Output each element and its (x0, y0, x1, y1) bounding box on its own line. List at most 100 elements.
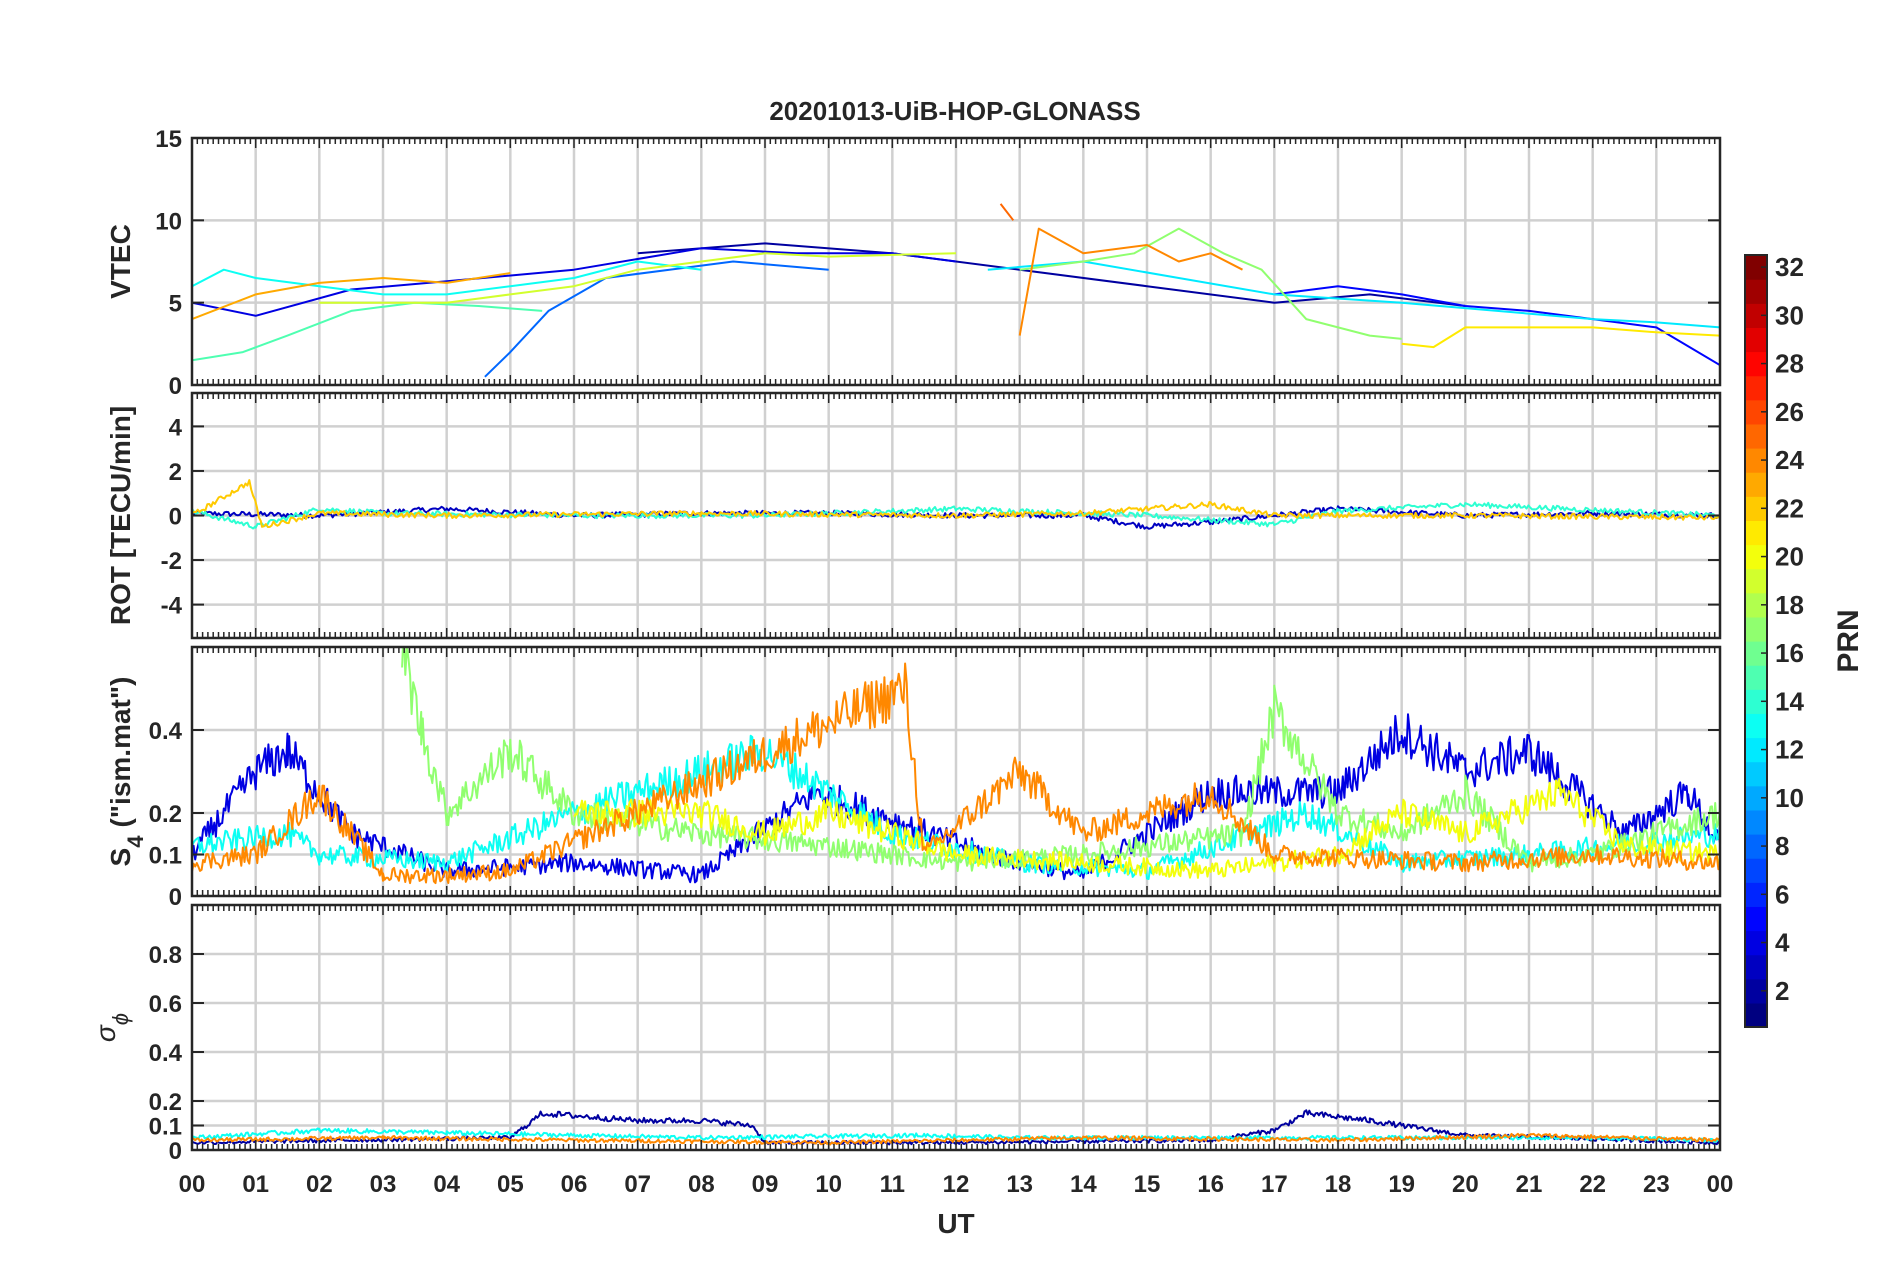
x-axis: 00 01 02 03 04 05 06 07 08 09 10 11 12 13 14 15 16 17 18 19… (179, 1171, 1734, 1198)
series-line-prn-14 (192, 501, 1720, 530)
colorbar-segment (1745, 592, 1767, 618)
y-axis-label: VTEC (105, 224, 136, 299)
x-tick-label: 23 (1643, 1171, 1670, 1198)
x-tick-label: 17 (1261, 1171, 1288, 1198)
x-tick-label: 03 (370, 1171, 397, 1198)
series-line-prn-4 (192, 247, 957, 317)
colorbar-segment (1745, 375, 1767, 401)
colorbar-segment (1745, 351, 1767, 377)
colorbar-tick-label: 28 (1775, 349, 1804, 379)
panel-vtec: 0 5 10 15 VTEC (105, 126, 1722, 400)
series-line-prn-19 (319, 252, 957, 304)
series-line-prn-23 (192, 272, 511, 321)
colorbar-tick-label: 20 (1775, 542, 1804, 572)
colorbar-segment (1745, 882, 1767, 907)
x-tick-label: 13 (1006, 1171, 1033, 1198)
x-tick-label: 16 (1197, 1171, 1224, 1198)
x-tick-label: 02 (306, 1171, 333, 1198)
y-tick-label: 2 (169, 459, 182, 486)
colorbar-tick-label: 10 (1775, 783, 1804, 813)
x-tick-label: 10 (815, 1171, 842, 1198)
colorbar-segment (1745, 978, 1767, 1004)
colorbar-segment (1745, 472, 1767, 497)
y-tick-label: 0.6 (149, 991, 182, 1018)
series-group (192, 479, 1720, 530)
colorbar-segment (1745, 737, 1767, 763)
y-tick-label: 4 (169, 414, 183, 441)
colorbar-tick-label: 26 (1775, 397, 1804, 427)
y-tick-label: 0.8 (149, 942, 182, 969)
colorbar-segment (1745, 568, 1767, 594)
colorbar-segment (1745, 641, 1767, 666)
x-tick-label: 11 (880, 1171, 905, 1198)
series-line-prn-22 (192, 479, 1720, 528)
y-tick-label: 0 (169, 373, 182, 400)
series-line-prn-24 (192, 1132, 1720, 1146)
colorbar-segment (1745, 544, 1767, 570)
series-line-prn-24 (1018, 227, 1243, 336)
y-tick-label: 0.4 (149, 1040, 183, 1067)
y-tick-label: 0.1 (149, 1114, 182, 1141)
series-line-prn-21 (1401, 326, 1720, 349)
series-group (192, 1109, 1720, 1146)
colorbar-segment (1745, 906, 1767, 932)
x-ticks (191, 905, 1721, 1150)
colorbar-tick-label: 16 (1775, 638, 1804, 668)
x-tick-label: 00 (1707, 1171, 1734, 1198)
x-tick-label: 19 (1388, 1171, 1415, 1198)
colorbar-segment (1745, 327, 1767, 353)
x-tick-label: 05 (497, 1171, 524, 1198)
x-tick-label: 20 (1452, 1171, 1479, 1198)
colorbar-frame (1744, 254, 1768, 1028)
colorbar-segment (1745, 496, 1767, 521)
series-line-prn-13 (192, 260, 702, 296)
x-ticks (191, 138, 1721, 385)
x-tick-label: 00 (179, 1171, 206, 1198)
y-tick-label: 0.2 (149, 1089, 182, 1116)
series-line-prn-17 (1019, 227, 1402, 340)
colorbar-label: PRN (1832, 609, 1865, 672)
colorbar-segment (1745, 1002, 1767, 1028)
y-tick-label: 0 (169, 504, 182, 531)
series-group (192, 203, 1720, 378)
colorbar-tick-label: 12 (1775, 735, 1804, 765)
grid (192, 905, 1720, 1150)
series-line-prn-2 (637, 242, 1466, 307)
panel-rot: -4 -2 0 2 4 ROT [TECU/min] (105, 391, 1722, 640)
colorbar-segment (1745, 399, 1767, 425)
colorbar-segment (1745, 785, 1767, 811)
y-axis-label: S4("ism.mat") (105, 677, 148, 867)
colorbar-segment (1745, 930, 1767, 956)
colorbar-segment (1745, 858, 1767, 883)
x-tick-label: 12 (943, 1171, 970, 1198)
series-line-prn-25 (999, 203, 1015, 221)
x-tick-label: 18 (1325, 1171, 1352, 1198)
x-tick-label: 08 (688, 1171, 715, 1198)
colorbar-segment (1745, 255, 1767, 280)
y-tick-label: 0.4 (149, 718, 183, 745)
colorbar-segment (1745, 834, 1767, 859)
colorbar-tick-label: 22 (1775, 493, 1804, 523)
colorbar-tick-label: 18 (1775, 590, 1804, 620)
y-tick-label: 5 (169, 291, 182, 318)
series-group (192, 647, 1720, 885)
x-tick-label: 22 (1579, 1171, 1606, 1198)
x-tick-label: 06 (561, 1171, 588, 1198)
colorbar-tick-label: 8 (1775, 831, 1789, 861)
colorbar-segment (1745, 616, 1767, 642)
colorbar-segment (1745, 954, 1767, 980)
y-tick-label: 15 (155, 126, 182, 153)
colorbar-tick-label: 32 (1775, 252, 1804, 282)
x-tick-label: 01 (242, 1171, 269, 1198)
x-axis-label: UT (937, 1208, 974, 1239)
colorbar-tick-label: 2 (1775, 976, 1789, 1006)
colorbar-tick-label: 24 (1775, 445, 1804, 475)
x-ticks (191, 393, 1721, 638)
colorbar-tick-label: 30 (1775, 300, 1804, 330)
y-axis-label: ROT [TECU/min] (105, 406, 136, 625)
colorbar-segment (1745, 303, 1767, 328)
y-tick-label: 0.2 (149, 801, 182, 828)
y-axis-label: σϕ (90, 1013, 133, 1042)
